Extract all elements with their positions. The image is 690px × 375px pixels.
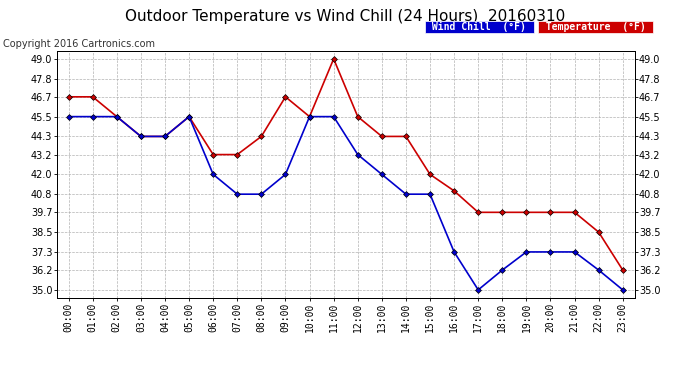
Text: Temperature  (°F): Temperature (°F) — [540, 22, 651, 32]
Text: Outdoor Temperature vs Wind Chill (24 Hours)  20160310: Outdoor Temperature vs Wind Chill (24 Ho… — [125, 9, 565, 24]
Text: Wind Chill  (°F): Wind Chill (°F) — [426, 22, 532, 32]
Text: Copyright 2016 Cartronics.com: Copyright 2016 Cartronics.com — [3, 39, 155, 50]
